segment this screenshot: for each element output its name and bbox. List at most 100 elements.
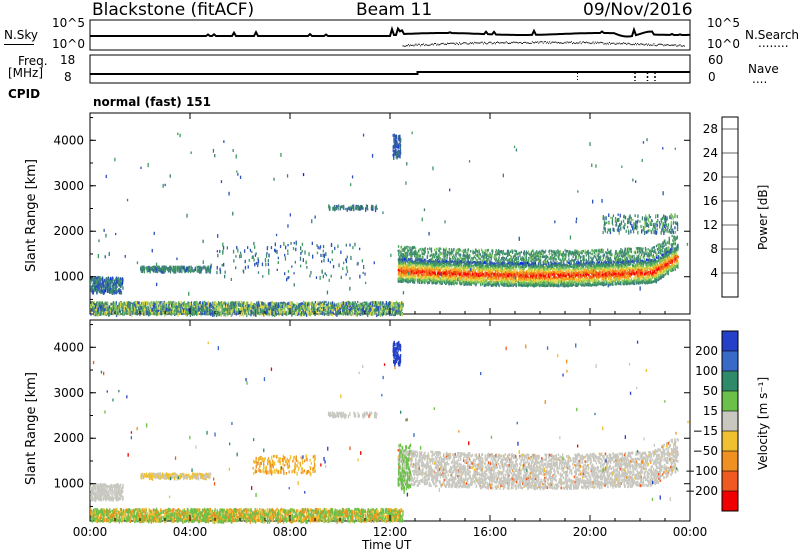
- power-band-cell: [677, 244, 679, 248]
- noise-search-point: [406, 45, 408, 47]
- noise-search-point: [417, 43, 419, 45]
- power-band-cell: [661, 253, 663, 256]
- power-band-cell: [488, 282, 491, 286]
- noise-search-point: [490, 41, 492, 43]
- power-band-cell: [641, 271, 643, 275]
- noise-search-point: [443, 43, 445, 45]
- noise-search-point: [449, 43, 451, 44]
- power-band-cell: [564, 284, 566, 288]
- power-band-cell: [478, 261, 480, 264]
- power-band-cell: [605, 283, 607, 286]
- noise-search-point: [542, 42, 544, 44]
- power-band-cell: [497, 277, 500, 280]
- power-band-cell: [398, 259, 400, 262]
- power-band-cell: [484, 277, 486, 280]
- power-band-cell: [603, 264, 605, 267]
- station-title: Blackstone (fitACF): [92, 0, 254, 20]
- noise-search-point: [494, 43, 496, 45]
- power-band-cell: [565, 269, 567, 272]
- noise-search-point: [525, 41, 527, 43]
- noise-search-point: [441, 43, 443, 44]
- freq-tick-high: 18: [60, 53, 75, 67]
- noise-search-point: [439, 44, 441, 46]
- noise-search-point: [550, 42, 552, 44]
- power-band-cell: [457, 264, 460, 267]
- power-band-cell: [460, 279, 463, 282]
- noise-search-point: [588, 42, 590, 44]
- freq-line: [90, 71, 690, 75]
- power-band-cell: [484, 283, 486, 286]
- power-band-cell: [507, 265, 510, 269]
- noise-search-point: [559, 42, 560, 44]
- power-band-cell: [421, 266, 423, 270]
- noise-search-point: [552, 41, 554, 43]
- power-band-cell: [601, 283, 604, 286]
- noise-search-point: [480, 41, 482, 43]
- noise-search-point: [570, 41, 572, 43]
- power-band-cell: [557, 270, 559, 274]
- freq-unit: [MHz]: [8, 66, 43, 80]
- power-band-cell: [419, 262, 421, 266]
- noise-search-point: [601, 42, 603, 43]
- power-band-cell: [595, 268, 597, 271]
- noise-search-point: [592, 41, 594, 43]
- power-band-cell: [420, 262, 422, 265]
- noise-search-point: [564, 41, 566, 43]
- noise-search-point: [486, 43, 488, 45]
- noise-search-point: [455, 42, 457, 44]
- power-band-cell: [398, 268, 400, 271]
- noise-search-point: [522, 43, 523, 44]
- power-band-cell: [416, 268, 419, 272]
- noise-search-point: [481, 41, 483, 43]
- power-band-cell: [397, 273, 399, 276]
- noise-search-point: [536, 41, 538, 43]
- noise-search-point: [636, 44, 638, 46]
- noise-search-point: [605, 43, 607, 45]
- noise-search-point: [675, 44, 677, 46]
- noise-search-point: [410, 44, 412, 46]
- power-band-cell: [586, 269, 588, 272]
- power-band-cell: [501, 280, 503, 283]
- noise-search-point: [514, 42, 516, 44]
- power-band-cell: [612, 266, 614, 269]
- power-band-cell: [669, 250, 671, 253]
- power-band-cell: [613, 270, 615, 274]
- power-band-cell: [665, 255, 667, 258]
- power-band-cell: [424, 259, 426, 263]
- power-band-cell: [571, 284, 573, 287]
- noise-search-point: [554, 41, 556, 43]
- power-band-cell: [595, 262, 598, 266]
- noise-search-point: [519, 41, 521, 43]
- noise-search-point: [672, 44, 673, 46]
- power-band-cell: [498, 269, 500, 272]
- power-band-cell: [567, 273, 570, 276]
- noise-search-point: [528, 42, 530, 44]
- noise-search-point: [507, 43, 509, 44]
- power-band-cell: [546, 279, 548, 282]
- power-band-cell: [533, 270, 535, 273]
- noise-search-point: [580, 43, 582, 45]
- power-band-cell: [600, 271, 602, 275]
- power-band-cell: [442, 274, 445, 278]
- noise-search-point: [412, 44, 414, 46]
- power-band-cell: [481, 270, 483, 273]
- noise-search-point: [405, 45, 407, 47]
- power-band-cell: [671, 268, 674, 271]
- noise-search-point: [416, 44, 418, 46]
- power-band-cell: [581, 275, 583, 278]
- noise-search-point: [509, 42, 510, 44]
- power-band-cell: [522, 277, 524, 281]
- power-band-cell: [467, 279, 469, 282]
- noise-search-point: [635, 42, 636, 44]
- power-band-cell: [658, 264, 660, 267]
- noise-search-point: [678, 44, 680, 46]
- noise-search-point: [447, 42, 448, 44]
- power-band-cell: [670, 259, 672, 262]
- power-band-cell: [527, 275, 529, 278]
- power-band-cell: [551, 273, 553, 276]
- power-band-cell: [582, 264, 584, 267]
- power-band-cell: [461, 280, 464, 284]
- power-band-cell: [477, 279, 479, 282]
- power-band-cell: [471, 261, 473, 265]
- power-band-cell: [515, 273, 517, 276]
